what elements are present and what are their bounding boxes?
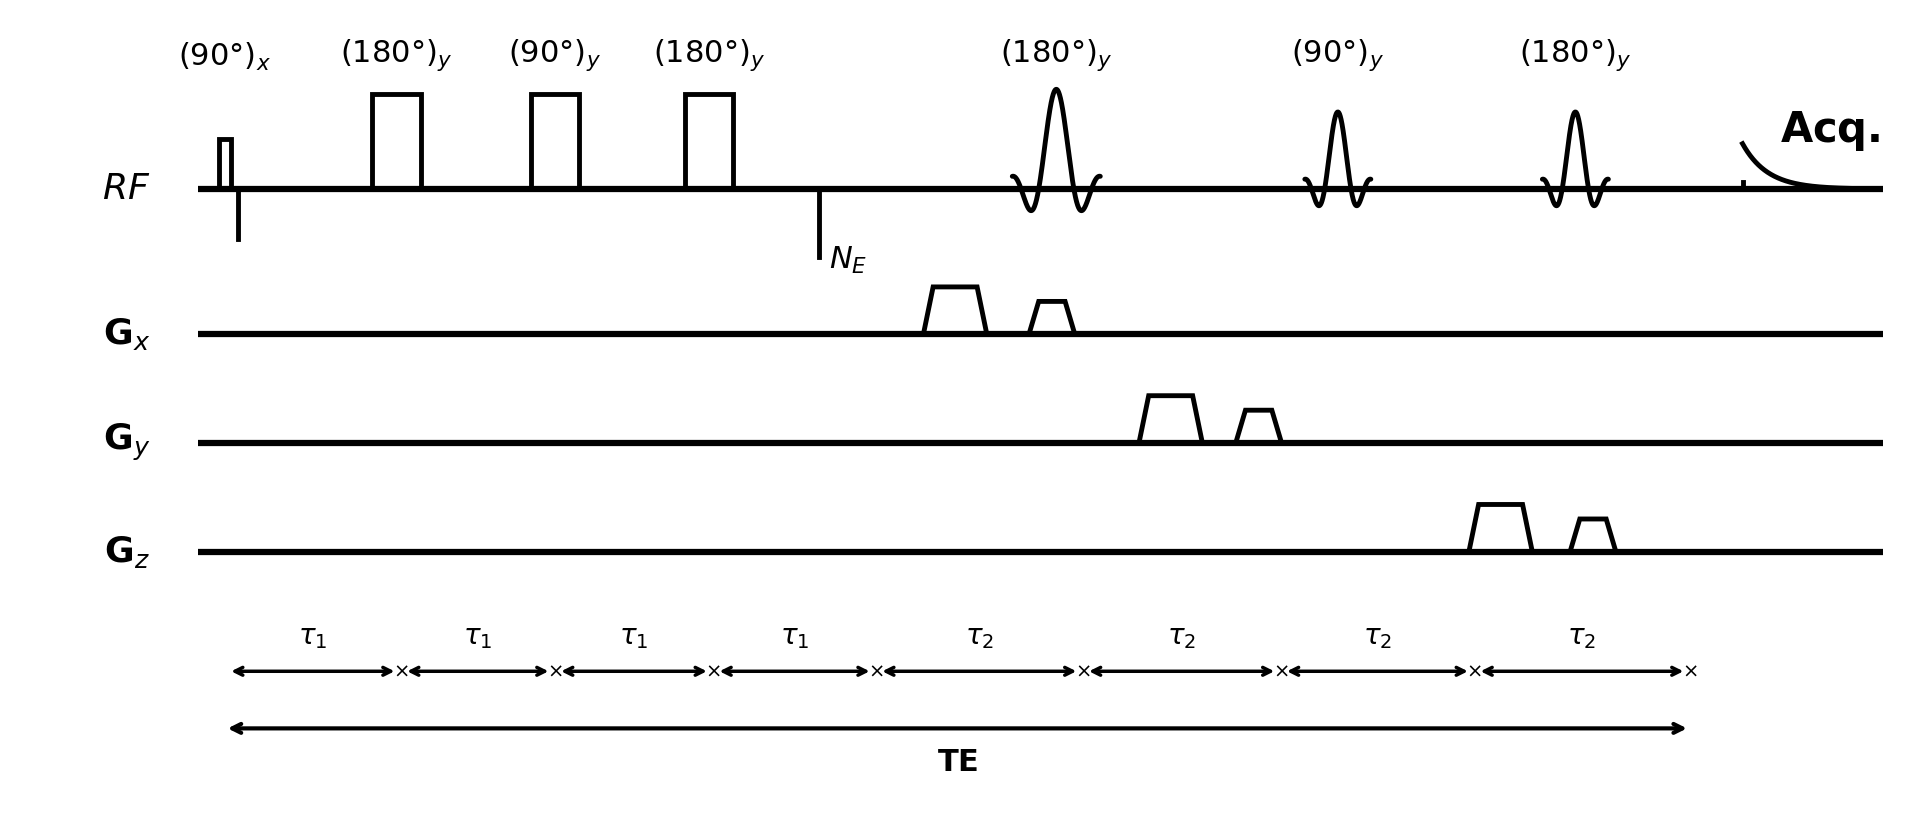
Text: $\times$: $\times$ [868, 662, 883, 680]
Text: $\times$: $\times$ [1682, 662, 1698, 680]
Text: $\mathbf{TE}$: $\mathbf{TE}$ [937, 747, 978, 778]
Text: $\tau_2$: $\tau_2$ [1364, 624, 1393, 651]
Text: $\mathbf{G}_\mathit{y}$: $\mathbf{G}_\mathit{y}$ [102, 422, 150, 463]
Text: $\mathit{RF}$: $\mathit{RF}$ [102, 172, 150, 206]
Text: $\times$: $\times$ [1074, 662, 1090, 680]
Text: $(90°)_y$: $(90°)_y$ [1291, 37, 1385, 73]
Text: $(90°)_y$: $(90°)_y$ [507, 37, 602, 73]
Text: $(180°)_y$: $(180°)_y$ [999, 37, 1113, 73]
Text: $(90°)_x$: $(90°)_x$ [177, 41, 272, 73]
Text: $\tau_2$: $\tau_2$ [1167, 624, 1196, 651]
Text: $\tau_1$: $\tau_1$ [619, 624, 648, 651]
Text: $(180°)_y$: $(180°)_y$ [340, 37, 453, 73]
Text: $\mathbf{Acq.}$: $\mathbf{Acq.}$ [1780, 109, 1881, 154]
Text: $\tau_1$: $\tau_1$ [463, 624, 492, 651]
Text: $\tau_2$: $\tau_2$ [1568, 624, 1597, 651]
Text: $\times$: $\times$ [394, 662, 409, 680]
Text: $\tau_1$: $\tau_1$ [299, 624, 328, 651]
Text: $N_E$: $N_E$ [829, 245, 868, 276]
Text: $\tau_2$: $\tau_2$ [964, 624, 993, 651]
Text: $\times$: $\times$ [706, 662, 721, 680]
Text: $\mathbf{G}_\mathit{x}$: $\mathbf{G}_\mathit{x}$ [102, 316, 150, 352]
Text: $\tau_1$: $\tau_1$ [779, 624, 808, 651]
Text: $\times$: $\times$ [1273, 662, 1289, 680]
Text: $(180°)_y$: $(180°)_y$ [1520, 37, 1632, 73]
Text: $\mathbf{G}_\mathit{z}$: $\mathbf{G}_\mathit{z}$ [104, 534, 150, 570]
Text: $(180°)_y$: $(180°)_y$ [652, 37, 766, 73]
Text: $\times$: $\times$ [548, 662, 563, 680]
Text: $\times$: $\times$ [1466, 662, 1481, 680]
